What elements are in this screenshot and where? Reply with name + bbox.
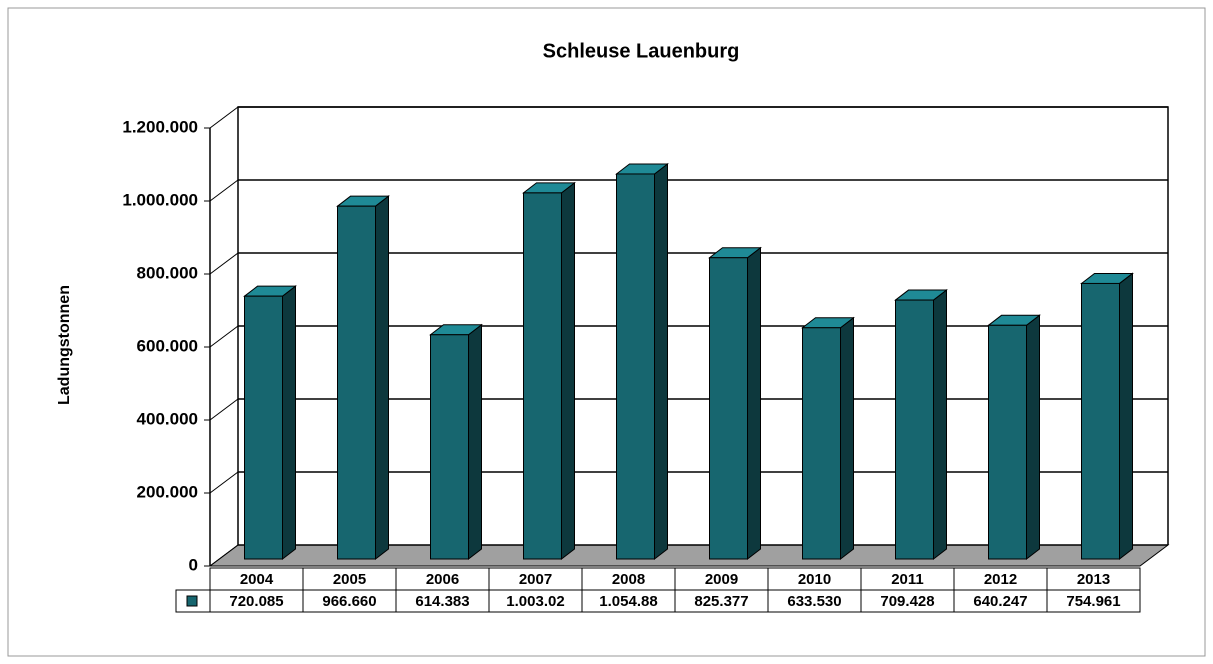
data-table xyxy=(175,589,1141,613)
bar xyxy=(337,205,376,560)
bar-side xyxy=(282,285,296,561)
x-tick-label: 2005 xyxy=(333,571,366,588)
bar-side xyxy=(654,162,668,561)
bar xyxy=(895,299,934,560)
bar-side xyxy=(747,246,761,561)
grid-line xyxy=(209,544,239,567)
value-label: 1.054.88 xyxy=(599,593,657,610)
y-tick-label: 600.000 xyxy=(137,336,198,355)
grid-line xyxy=(209,398,239,421)
bar-side xyxy=(375,195,389,561)
x-tick-label: 2012 xyxy=(984,571,1017,588)
value-label: 1.003.02 xyxy=(506,593,564,610)
bar xyxy=(244,295,283,560)
y-axis-label: Ladungstonnen xyxy=(56,285,73,405)
grid-line xyxy=(209,179,239,202)
bar xyxy=(430,334,469,560)
chart-title: Schleuse Lauenburg xyxy=(543,40,740,62)
bar-side xyxy=(468,323,482,561)
bar-side xyxy=(933,289,947,561)
value-label: 966.660 xyxy=(322,593,376,610)
grid-line xyxy=(209,106,239,129)
bar-side xyxy=(561,181,575,561)
x-tick-label: 2008 xyxy=(612,571,645,588)
x-tick-label: 2006 xyxy=(426,571,459,588)
bar xyxy=(709,257,748,560)
grid-line xyxy=(209,252,239,275)
bar xyxy=(616,173,655,560)
value-label: 754.961 xyxy=(1066,593,1120,610)
y-tick-label: 1.200.000 xyxy=(122,117,198,136)
bar xyxy=(523,192,562,560)
grid-line xyxy=(209,325,239,348)
bar-side xyxy=(1026,314,1040,561)
y-tick-label: 1.000.000 xyxy=(122,190,198,209)
value-label: 709.428 xyxy=(880,593,934,610)
x-tick-label: 2004 xyxy=(240,571,274,588)
value-label: 614.383 xyxy=(415,593,469,610)
x-tick-label: 2007 xyxy=(519,571,552,588)
value-label: 825.377 xyxy=(694,593,748,610)
x-tick-label: 2009 xyxy=(705,571,738,588)
y-tick-label: 200.000 xyxy=(137,482,198,501)
value-label: 720.085 xyxy=(229,593,283,610)
x-tick-label: 2013 xyxy=(1077,571,1110,588)
grid-line xyxy=(209,471,239,494)
y-tick-label: 800.000 xyxy=(137,263,198,282)
y-tick-label: 0 xyxy=(189,555,198,574)
value-label: 633.530 xyxy=(787,593,841,610)
legend-key xyxy=(186,595,198,607)
x-tick-label: 2010 xyxy=(798,571,831,588)
bar xyxy=(988,324,1027,560)
bar xyxy=(802,327,841,560)
bar xyxy=(1081,282,1120,560)
x-tick-label: 2011 xyxy=(891,571,924,588)
bar-side xyxy=(1119,272,1133,561)
bar-side xyxy=(840,316,854,561)
value-label: 640.247 xyxy=(973,593,1027,610)
y-tick-label: 400.000 xyxy=(137,409,198,428)
